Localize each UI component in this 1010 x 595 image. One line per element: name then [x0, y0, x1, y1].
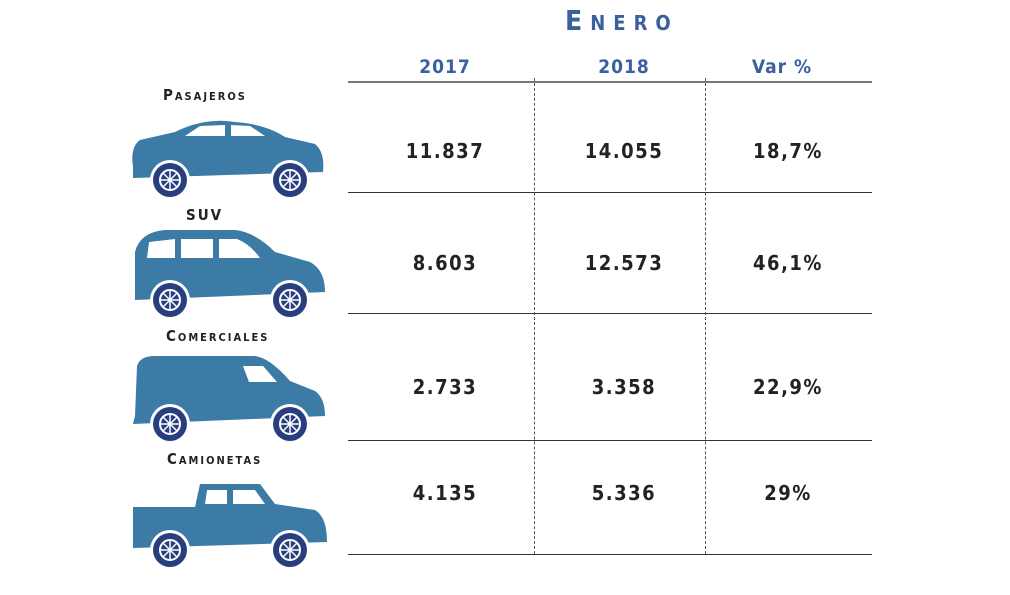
value-2018: 12.573	[584, 251, 664, 275]
wheel-icon	[270, 160, 310, 200]
row-divider	[348, 440, 872, 441]
row-divider	[348, 554, 872, 555]
wheel-icon	[270, 530, 310, 570]
value-var-pct: 46,1%	[753, 251, 823, 275]
value-2018: 3.358	[591, 375, 657, 399]
value-2017: 8.603	[412, 251, 478, 275]
wheel-icon	[150, 160, 190, 200]
value-var-pct: 29%	[764, 481, 812, 505]
row-divider	[348, 192, 872, 193]
value-var-pct: 18,7%	[753, 139, 823, 163]
value-var-pct: 22,9%	[753, 375, 823, 399]
row-label-suv: SUV	[186, 206, 224, 224]
wheel-icon	[150, 280, 190, 320]
column-header-var: Var %	[751, 56, 813, 78]
column-divider	[705, 78, 706, 554]
column-divider	[534, 78, 535, 554]
wheel-icon	[270, 404, 310, 444]
header-divider	[348, 81, 872, 83]
value-2017: 11.837	[405, 139, 485, 163]
value-2017: 4.135	[412, 481, 478, 505]
table-title: Enero	[565, 4, 679, 37]
row-divider	[348, 313, 872, 314]
suv-icon	[135, 230, 325, 320]
column-header-2017: 2017	[419, 56, 471, 78]
wheel-icon	[150, 530, 190, 570]
wheel-icon	[270, 280, 310, 320]
wheel-icon	[150, 404, 190, 444]
row-label-comerciales: Comerciales	[166, 327, 270, 345]
row-label-pasajeros: Pasajeros	[163, 86, 247, 104]
column-header-2018: 2018	[598, 56, 650, 78]
value-2018: 5.336	[591, 481, 657, 505]
row-label-camionetas: Camionetas	[167, 450, 263, 468]
value-2017: 2.733	[412, 375, 478, 399]
value-2018: 14.055	[584, 139, 664, 163]
sedan-car-icon	[132, 120, 324, 200]
pickup-truck-icon	[133, 484, 327, 570]
van-icon	[133, 356, 325, 444]
